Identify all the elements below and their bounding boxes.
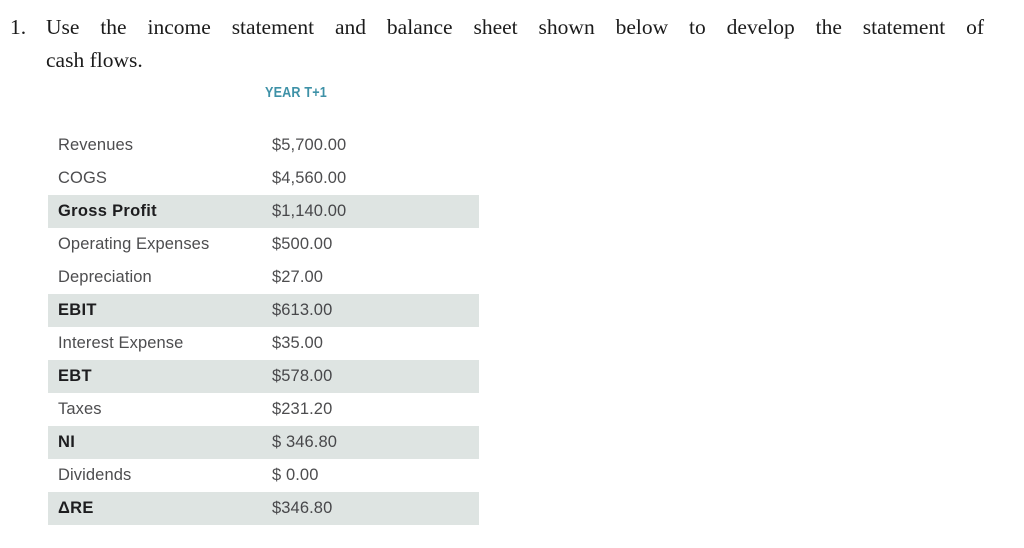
table-row-ebt: EBT $578.00 xyxy=(48,360,479,393)
table-row-interest-expense: Interest Expense $35.00 xyxy=(48,327,479,360)
row-value: $346.80 xyxy=(272,499,333,517)
row-label: Dividends xyxy=(58,466,132,484)
table-column-header-year: YEAR T+1 xyxy=(265,84,327,101)
table-row-taxes: Taxes $231.20 xyxy=(48,393,479,426)
table-row-operating-expenses: Operating Expenses $500.00 xyxy=(48,228,479,261)
row-label: Revenues xyxy=(58,136,134,154)
row-value: $5,700.00 xyxy=(272,136,347,154)
row-value: $231.20 xyxy=(272,400,333,418)
table-row-revenues: Revenues $5,700.00 xyxy=(48,129,479,162)
table-row-depreciation: Depreciation $27.00 xyxy=(48,261,479,294)
row-label: Taxes xyxy=(58,400,102,418)
row-label: EBT xyxy=(58,367,92,385)
row-label: Depreciation xyxy=(58,268,152,286)
item-number: 1. xyxy=(10,15,27,39)
row-value: $1,140.00 xyxy=(272,202,347,220)
row-value: $613.00 xyxy=(272,301,333,319)
row-value: $578.00 xyxy=(272,367,333,385)
row-value: $35.00 xyxy=(272,334,324,352)
row-label: ΔRE xyxy=(58,499,94,517)
row-value: $500.00 xyxy=(272,235,333,253)
table-row-gross-profit: Gross Profit $1,140.00 xyxy=(48,195,479,228)
problem-text-line-2: cash flows. xyxy=(46,48,143,72)
row-label: EBIT xyxy=(58,301,97,319)
row-label: COGS xyxy=(58,169,107,187)
table-row-delta-re: ΔRE $346.80 xyxy=(48,492,479,525)
row-label: Operating Expenses xyxy=(58,235,210,253)
income-statement-table: Revenues $5,700.00 COGS $4,560.00 Gross … xyxy=(48,129,479,525)
row-label: NI xyxy=(58,433,76,451)
table-row-cogs: COGS $4,560.00 xyxy=(48,162,479,195)
table-row-ebit: EBIT $613.00 xyxy=(48,294,479,327)
table-row-ni: NI $ 346.80 xyxy=(48,426,479,459)
row-value: $ 0.00 xyxy=(272,466,319,484)
row-label: Interest Expense xyxy=(58,334,184,352)
problem-statement: 1. Use the income statement and balance … xyxy=(10,11,988,77)
row-value: $4,560.00 xyxy=(272,169,347,187)
row-value: $ 346.80 xyxy=(272,433,338,451)
problem-text: Use the income statement and balance she… xyxy=(46,11,984,77)
row-value: $27.00 xyxy=(272,268,324,286)
table-row-dividends: Dividends $ 0.00 xyxy=(48,459,479,492)
problem-text-line-1: Use the income statement and balance she… xyxy=(46,15,984,39)
row-label: Gross Profit xyxy=(58,202,157,220)
